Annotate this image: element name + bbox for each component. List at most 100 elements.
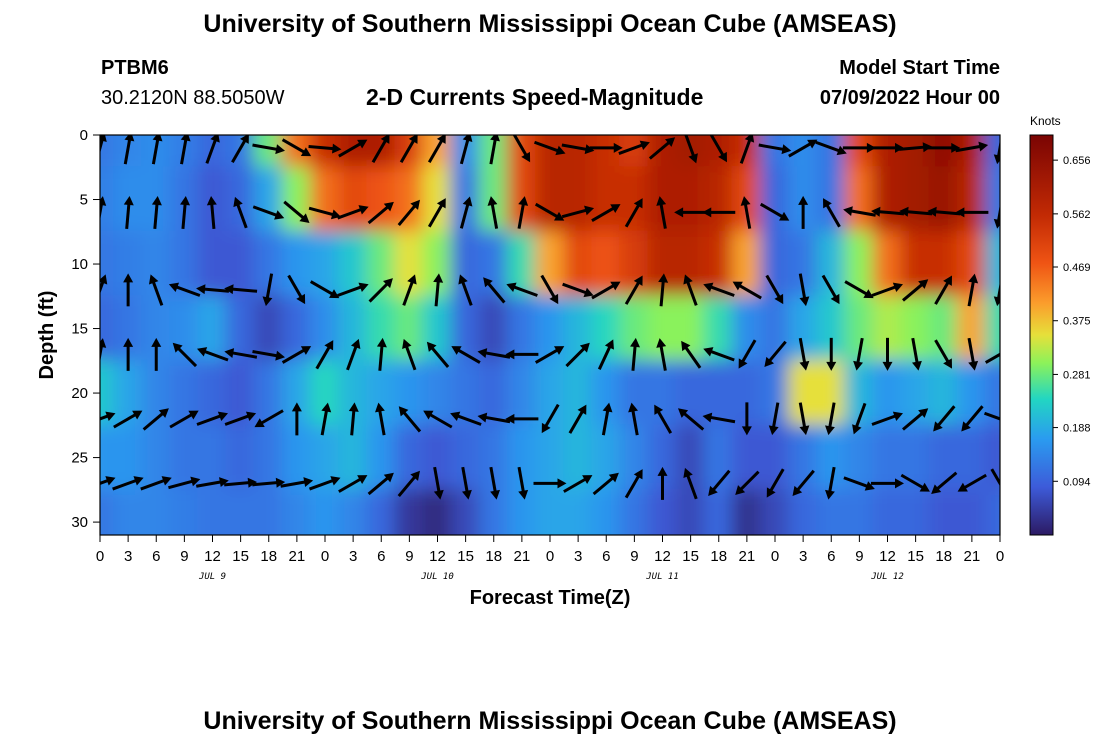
heatmap-cell [619,166,650,233]
colorbar-scale [1029,134,1054,536]
current-vector [702,207,736,218]
current-vector [931,471,958,494]
current-vector [561,205,595,219]
x-tick-label: 18 [935,548,952,565]
heatmap-cell [422,488,453,535]
current-vector [100,274,108,295]
heatmap-cell [788,488,819,535]
heatmap-cell [197,488,228,535]
colorbar-tick-label: 0.656 [1063,155,1091,167]
x-axis-label: Forecast Time(Z) [470,587,631,609]
current-vector [624,198,643,228]
current-vector [533,478,567,489]
current-vector [233,196,248,229]
x-tick-label: 12 [204,548,221,565]
heatmap-cell [450,166,481,233]
current-vector [825,466,836,500]
current-vector [683,467,698,500]
current-vector [843,206,876,217]
date-label: JUL 9 [198,572,226,582]
current-vector [563,475,593,493]
heatmap-cell [281,488,312,535]
x-tick-label: 21 [739,548,756,565]
heatmap-cell [422,135,453,169]
current-vector [123,337,134,371]
current-vector [477,412,511,424]
current-vector [397,470,420,497]
current-vector [984,352,1000,364]
current-vector [735,470,760,496]
current-vector [205,135,220,164]
current-vector [934,339,952,369]
current-vector [788,139,818,158]
current-vector [451,346,481,364]
current-vector [853,337,864,371]
current-vector [151,195,162,229]
x-tick-label: 3 [574,548,582,565]
current-vector [844,280,874,299]
heatmap-cell [394,488,425,535]
current-vector [100,196,107,222]
current-vector [346,338,361,371]
current-vector [254,409,284,428]
current-vector [151,135,163,165]
current-vector [792,469,815,497]
footer-title: University of Southern Mississippi Ocean… [203,707,897,735]
current-vector [591,204,621,222]
heatmap-cell [984,295,1000,362]
current-vector [512,135,531,163]
heatmap-cell [253,166,284,233]
heatmap-cell [141,359,172,427]
current-vector [489,135,500,165]
heatmap-cell [675,295,706,362]
current-vector [433,466,444,500]
current-vector [732,281,762,300]
heatmap-cell [872,488,903,535]
heatmap-cell [225,488,256,535]
heatmap-cell [563,295,594,362]
heatmap-cell [141,488,172,535]
current-vector [402,274,417,306]
colorbar-tick-label: 0.469 [1063,262,1091,274]
current-vector [517,196,529,229]
current-vector [618,140,650,155]
current-vector [758,143,792,155]
current-vector [882,337,893,371]
heatmap-cell [225,135,256,169]
current-vector [741,402,752,436]
x-tick-label: 12 [879,548,896,565]
current-vector [709,135,727,163]
current-vector [533,140,566,156]
x-tick-label: 15 [907,548,924,565]
heatmap-cell [872,135,903,169]
heatmap-cell [309,230,341,298]
x-tick-label: 9 [180,548,188,565]
current-vector [169,410,199,429]
heatmap-cell [844,230,875,298]
heatmap-cell [478,166,509,233]
heatmap-cell [478,230,509,298]
current-vector [376,337,387,371]
current-vector [654,404,673,434]
heatmap-cell [338,166,369,233]
station-id: PTBM6 [101,57,169,79]
current-vector [168,476,201,490]
heatmap-cell [984,359,1000,427]
x-tick-label: 15 [232,548,249,565]
y-tick-label: 10 [71,256,88,273]
current-vector [630,337,641,371]
heatmap-cell [225,166,256,233]
x-tick-label: 3 [799,548,807,565]
current-vector [798,195,809,229]
heatmap-cell [591,166,622,233]
heatmap-cell [731,424,762,491]
current-vector [871,411,904,426]
x-tick-label: 3 [124,548,132,565]
current-vector [398,406,422,433]
x-tick-label: 0 [321,548,329,565]
heatmap-cell [675,166,706,233]
current-vector [148,274,164,306]
current-vector [624,469,643,499]
current-vector [489,466,500,500]
